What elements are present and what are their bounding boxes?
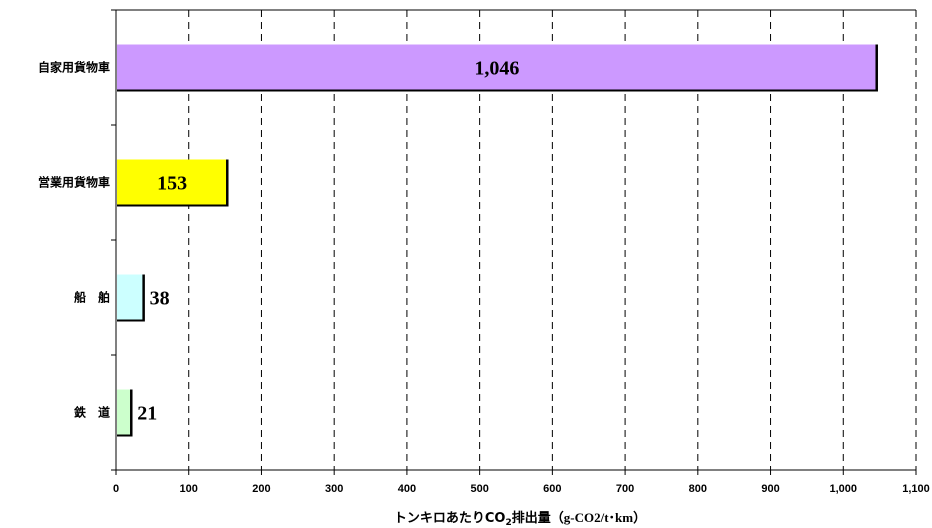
x-tick-label: 400 [398,483,416,495]
x-axis-title: トンキロあたりCO2排出量（g-CO2/t･km） [394,510,646,528]
data-label: 38 [150,288,170,310]
x-axis-title-unit: （g-CO2/t･km） [551,510,646,525]
x-tick-label: 900 [761,483,779,495]
data-label: 1,046 [474,58,519,80]
bar [117,389,132,436]
x-tick-label: 700 [616,483,634,495]
data-label: 153 [157,173,187,195]
x-tick-label: 600 [543,483,561,495]
x-tick-label: 500 [470,483,488,495]
x-axis-title-main: トンキロあたりCO [394,511,506,526]
x-tick-label: 1,100 [902,483,930,495]
category-label: 自家用貨物車 [38,60,110,75]
x-axis-title-rest: 排出量 [512,510,551,526]
bar [117,274,144,321]
bars [117,44,878,437]
category-label: 船 舶 [74,290,110,305]
x-tick-label: 200 [252,483,270,495]
x-tick-label: 800 [689,483,707,495]
x-tick-label: 1,000 [830,483,858,495]
category-label: 鉄 道 [74,405,110,420]
bar [117,159,228,206]
x-tick-label: 300 [325,483,343,495]
x-tick-label: 100 [180,483,198,495]
labels: 1,046 自家用貨物車 153 営業用貨物車 38 船 舶 21 鉄 道 0 100 200 300… [38,58,930,496]
axes [111,9,917,475]
category-label: 営業用貨物車 [38,175,110,190]
x-axis-title-sub: 2 [505,518,511,528]
x-tick-label: 0 [113,483,119,495]
bar [117,44,877,91]
data-label: 21 [137,403,157,425]
